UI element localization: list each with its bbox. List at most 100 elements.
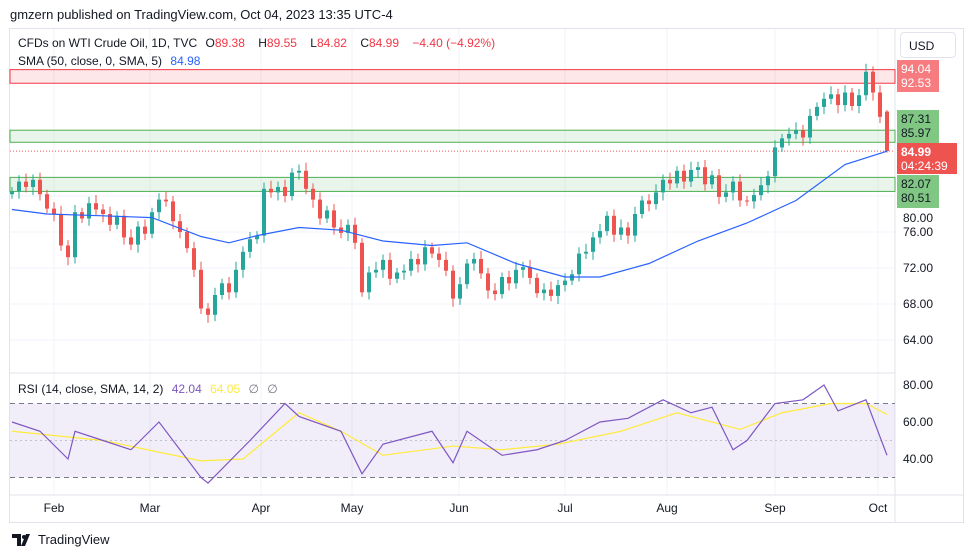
last-price: 84.99 bbox=[901, 145, 932, 159]
rsi-tick-label: 60.00 bbox=[903, 415, 933, 429]
x-tick-label: Jun bbox=[449, 501, 468, 515]
candle-body bbox=[262, 188, 266, 236]
candle-body bbox=[108, 214, 112, 225]
candle-body bbox=[759, 185, 763, 196]
x-tick-label: Mar bbox=[140, 501, 161, 515]
candle-body bbox=[472, 259, 476, 264]
x-tick-label: Sep bbox=[764, 501, 786, 515]
candle-body bbox=[10, 191, 14, 195]
candle-body bbox=[192, 248, 196, 270]
y-tick-label: 72.00 bbox=[903, 261, 933, 275]
candle-body bbox=[318, 199, 322, 219]
candle-body bbox=[206, 308, 210, 315]
price-label-92-53: 92.53 bbox=[901, 76, 932, 90]
candle-body bbox=[745, 200, 749, 202]
candle-body bbox=[465, 263, 469, 285]
candle-body bbox=[423, 247, 427, 265]
price-label-80-51: 80.51 bbox=[901, 191, 932, 205]
last-price-label: 84.99 04:24:39 bbox=[897, 143, 957, 174]
candle-body bbox=[304, 170, 308, 189]
x-tick-label: Aug bbox=[656, 501, 677, 515]
candle-body bbox=[388, 259, 392, 279]
candle-body bbox=[150, 212, 154, 234]
high-value: 89.55 bbox=[266, 36, 297, 50]
candle-body bbox=[752, 195, 756, 202]
candle-body bbox=[395, 272, 399, 279]
candle-body bbox=[66, 245, 70, 258]
symbol-name: CFDs on WTI Crude Oil, 1D, TVC bbox=[18, 36, 198, 50]
candle-body bbox=[122, 215, 126, 238]
candle-body bbox=[542, 289, 546, 294]
close-value: 84.99 bbox=[369, 36, 400, 50]
candle-body bbox=[514, 269, 518, 284]
candle-body bbox=[703, 167, 707, 185]
green-zone-labels-upper: 87.31 85.97 bbox=[897, 110, 939, 143]
candle-body bbox=[556, 285, 560, 296]
tradingview-logo[interactable]: TradingView bbox=[12, 532, 110, 547]
candle-body bbox=[220, 283, 224, 295]
brand-name: TradingView bbox=[38, 532, 110, 547]
candle-body bbox=[843, 92, 847, 106]
rsi-tick-label: 80.00 bbox=[903, 378, 933, 392]
sma-line bbox=[11, 150, 888, 278]
low-label: L bbox=[310, 36, 317, 50]
candle-body bbox=[59, 214, 63, 246]
candle-body bbox=[864, 71, 868, 96]
candle-body bbox=[780, 138, 784, 148]
rsi-legend[interactable]: RSI (14, close, SMA, 14, 2) 42.04 64.05 … bbox=[18, 382, 283, 396]
rsi-band bbox=[10, 403, 895, 478]
candle-body bbox=[682, 170, 686, 182]
candle-body bbox=[325, 210, 329, 219]
candle-body bbox=[605, 215, 609, 232]
candle-body bbox=[402, 270, 406, 273]
candle-body bbox=[346, 224, 350, 233]
candle-body bbox=[885, 111, 889, 152]
green-zone-labels-lower: 82.07 80.51 bbox=[897, 175, 939, 208]
candle-body bbox=[234, 269, 238, 293]
sma-legend[interactable]: SMA (50, close, 0, SMA, 5) 84.98 bbox=[18, 54, 205, 68]
candle-body bbox=[157, 199, 161, 213]
candle-body bbox=[633, 214, 637, 236]
candle-body bbox=[521, 267, 525, 270]
candle-body bbox=[871, 71, 875, 93]
candle-body bbox=[94, 203, 98, 210]
candle-body bbox=[430, 247, 434, 254]
candle-body bbox=[689, 169, 693, 182]
candle-body bbox=[591, 237, 595, 252]
candle-body bbox=[381, 259, 385, 270]
candle-body bbox=[878, 92, 882, 117]
y-tick-label: 68.00 bbox=[903, 297, 933, 311]
candle-body bbox=[507, 277, 511, 284]
chart-frame[interactable] bbox=[9, 28, 964, 523]
candle-body bbox=[129, 237, 133, 245]
candle-body bbox=[451, 270, 455, 299]
candle-body bbox=[794, 130, 798, 134]
candle-body bbox=[269, 188, 273, 193]
rsi-ma-line bbox=[11, 402, 888, 462]
candle-body bbox=[143, 226, 147, 234]
candle-body bbox=[290, 172, 294, 196]
candle-body bbox=[619, 227, 623, 235]
candle-body bbox=[787, 133, 791, 139]
candle-body bbox=[444, 259, 448, 271]
y-tick-label: 76.00 bbox=[903, 225, 933, 239]
candle-body bbox=[584, 251, 588, 254]
rsi-tick-label: 40.00 bbox=[903, 452, 933, 466]
candle-body bbox=[717, 175, 721, 197]
rsi-extra-1: ∅ bbox=[248, 382, 259, 396]
currency-button[interactable]: USD bbox=[900, 32, 956, 58]
candle-body bbox=[73, 212, 77, 258]
candle-body bbox=[136, 226, 140, 245]
symbol-legend: CFDs on WTI Crude Oil, 1D, TVC O89.38 H8… bbox=[18, 36, 500, 50]
publisher-line: gmzern published on TradingView.com, Oct… bbox=[10, 7, 393, 22]
candle-body bbox=[164, 199, 168, 202]
candle-body bbox=[17, 181, 21, 192]
zone-red bbox=[9, 69, 896, 84]
candle-body bbox=[255, 235, 259, 240]
candle-body bbox=[857, 95, 861, 106]
candle-body bbox=[808, 115, 812, 138]
candle-body bbox=[311, 188, 315, 200]
candle-body bbox=[829, 94, 833, 99]
candle-body bbox=[115, 215, 119, 225]
